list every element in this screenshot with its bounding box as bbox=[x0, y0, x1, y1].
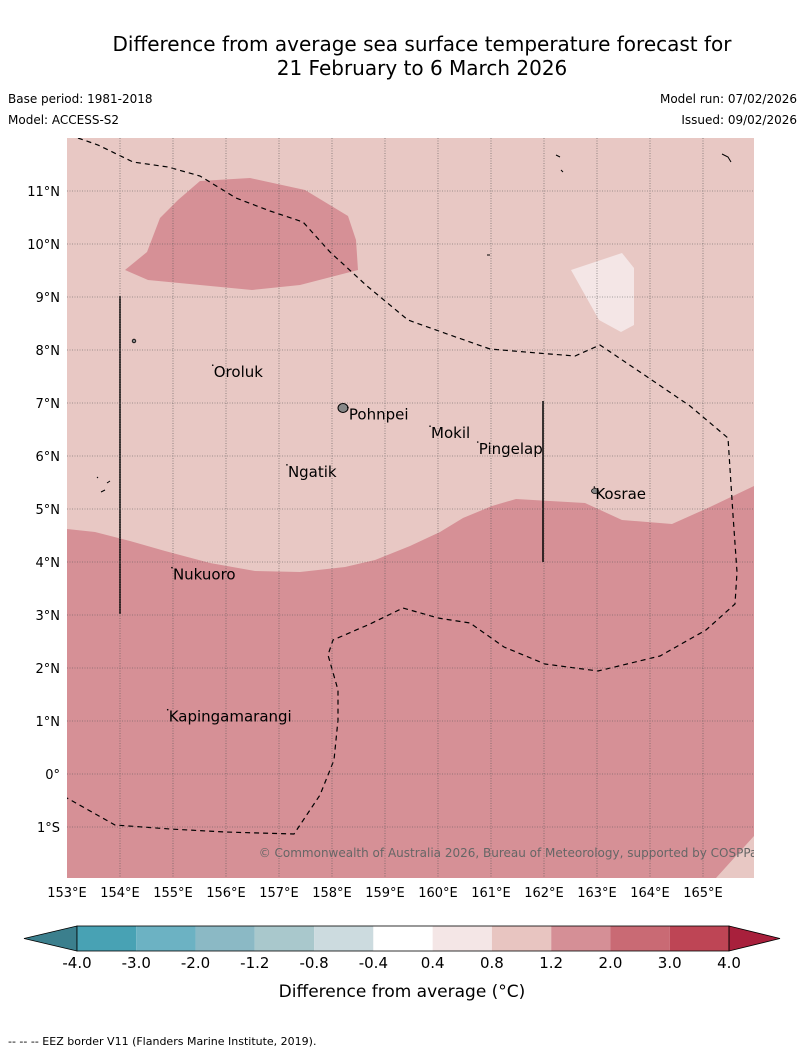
anomaly-field-0.4-0.8 bbox=[571, 253, 634, 332]
islet-west bbox=[131, 338, 137, 344]
lat-tick-label: 10°N bbox=[27, 238, 60, 253]
lon-tick-label: 164°E bbox=[630, 886, 670, 901]
islets-southwest bbox=[96, 476, 111, 493]
lon-tick-label: 159°E bbox=[365, 886, 405, 901]
colorbar-extend-high bbox=[728, 925, 781, 952]
place-marker bbox=[211, 364, 214, 367]
model-name: Model: ACCESS-S2 bbox=[8, 113, 120, 127]
lat-tick-label: 9°N bbox=[36, 291, 61, 306]
colorbar-tick-label: -2.0 bbox=[181, 954, 210, 972]
colorbar-tick-label: 4.0 bbox=[717, 954, 741, 972]
colorbar-tick-label: 1.2 bbox=[539, 954, 563, 972]
place-label: Nukuoro bbox=[173, 566, 236, 584]
anomaly-field-corner bbox=[716, 836, 754, 878]
place-marker bbox=[286, 464, 288, 466]
title-line-1: Difference from average sea surface temp… bbox=[112, 32, 732, 56]
place-marker bbox=[166, 708, 169, 711]
lat-tick-label: 4°N bbox=[36, 556, 61, 571]
lat-tick-label: 0° bbox=[45, 768, 60, 783]
lat-tick-label: 8°N bbox=[36, 344, 61, 359]
footer-note: -- -- -- EEZ border V11 (Flanders Marine… bbox=[8, 1035, 317, 1048]
anomaly-field-1.2-2.0-north bbox=[125, 178, 358, 290]
lon-tick-label: 154°E bbox=[100, 886, 140, 901]
lon-tick-label: 161°E bbox=[471, 886, 511, 901]
base-period: Base period: 1981-2018 bbox=[8, 92, 153, 106]
title-line-2: 21 February to 6 March 2026 bbox=[276, 56, 568, 80]
lon-tick-label: 158°E bbox=[312, 886, 352, 901]
lat-tick-label: 7°N bbox=[36, 397, 61, 412]
colorbar-tick-label: 3.0 bbox=[658, 954, 682, 972]
place-label: Kapingamarangi bbox=[169, 708, 292, 726]
colorbar-tick-label: -3.0 bbox=[122, 954, 151, 972]
colorbar-tick-label: -0.8 bbox=[299, 954, 328, 972]
lat-tick-label: 6°N bbox=[36, 450, 61, 465]
colorbar-extend-low bbox=[23, 925, 78, 952]
kosrae-island bbox=[591, 488, 599, 494]
colorbar-segment bbox=[136, 926, 196, 951]
pohnpei-island bbox=[337, 403, 349, 413]
issued-date: Issued: 09/02/2026 bbox=[681, 113, 797, 127]
lon-tick-label: 160°E bbox=[418, 886, 458, 901]
colorbar-segment bbox=[314, 926, 374, 951]
lon-tick-label: 155°E bbox=[153, 886, 193, 901]
lat-tick-label: 11°N bbox=[27, 185, 60, 200]
colorbar-segment bbox=[77, 926, 137, 951]
place-marker bbox=[593, 486, 596, 488]
lon-tick-label: 157°E bbox=[259, 886, 299, 901]
eez-border-line bbox=[67, 138, 738, 835]
colorbar-label: Difference from average (°C) bbox=[279, 982, 526, 1002]
place-label: Ngatik bbox=[288, 463, 337, 481]
model-run: Model run: 07/02/2026 bbox=[659, 92, 797, 106]
colorbar-tick-label: 0.4 bbox=[421, 954, 445, 972]
colorbar-tick-label: 0.8 bbox=[480, 954, 504, 972]
lat-tick-label: 3°N bbox=[36, 609, 61, 624]
lat-tick-label: 1°N bbox=[36, 715, 61, 730]
colorbar-tick-label: 2.0 bbox=[599, 954, 623, 972]
colorbar-segment bbox=[551, 926, 611, 951]
place-marker bbox=[171, 566, 173, 569]
colorbar: -4.0 -3.0 -2.0 -1.2 -0.8 -0.4 0.4 0.8 1.2 2.0 3.0 4… bbox=[23, 925, 781, 972]
place-label: Mokil bbox=[431, 424, 470, 442]
lat-tick-label: 1°S bbox=[37, 821, 60, 836]
graticule bbox=[67, 138, 754, 878]
axis-labels: 153°E 154°E 155°E 156°E 157°E 158°E 159°E 160°E… bbox=[27, 185, 723, 901]
lon-tick-label: 156°E bbox=[206, 886, 246, 901]
place-marker bbox=[347, 406, 349, 409]
place-label: Pohnpei bbox=[349, 406, 409, 424]
lon-tick-label: 162°E bbox=[524, 886, 564, 901]
colorbar-segment bbox=[669, 926, 729, 951]
place-label: Pingelap bbox=[479, 440, 543, 458]
colorbar-tick-label: -4.0 bbox=[62, 954, 91, 972]
colorbar-segment bbox=[254, 926, 315, 951]
colorbar-tick-label: -1.2 bbox=[240, 954, 269, 972]
colorbar-segment bbox=[491, 926, 552, 951]
colorbar-segment bbox=[610, 926, 670, 951]
colorbar-segment bbox=[195, 926, 255, 951]
place-label: Kosrae bbox=[595, 485, 646, 503]
place-labels: Oroluk Pohnpei Mokil Pingelap Ngatik Kosrae Nu… bbox=[166, 363, 646, 726]
colorbar-segment bbox=[432, 926, 492, 951]
colorbar-frame bbox=[76, 925, 730, 952]
copyright-text: © Commonwealth of Australia 2026, Bureau… bbox=[259, 846, 764, 860]
colorbar-tick-label: -0.4 bbox=[359, 954, 388, 972]
lon-tick-label: 163°E bbox=[577, 886, 617, 901]
islets-north bbox=[555, 154, 564, 173]
lat-tick-label: 5°N bbox=[36, 503, 61, 518]
lon-tick-label: 153°E bbox=[47, 886, 87, 901]
place-marker bbox=[476, 441, 479, 443]
anomaly-field-1.2-2.0-south bbox=[67, 486, 754, 878]
lat-tick-label: 2°N bbox=[36, 662, 61, 677]
map-panel: Oroluk Pohnpei Mokil Pingelap Ngatik Kosrae Nu… bbox=[67, 138, 764, 878]
place-marker bbox=[429, 425, 431, 427]
lon-tick-label: 165°E bbox=[683, 886, 723, 901]
colorbar-segment bbox=[373, 926, 433, 951]
map-title: Difference from average sea surface temp… bbox=[0, 32, 804, 80]
islets-northeast bbox=[721, 153, 732, 163]
place-label: Oroluk bbox=[214, 363, 263, 381]
